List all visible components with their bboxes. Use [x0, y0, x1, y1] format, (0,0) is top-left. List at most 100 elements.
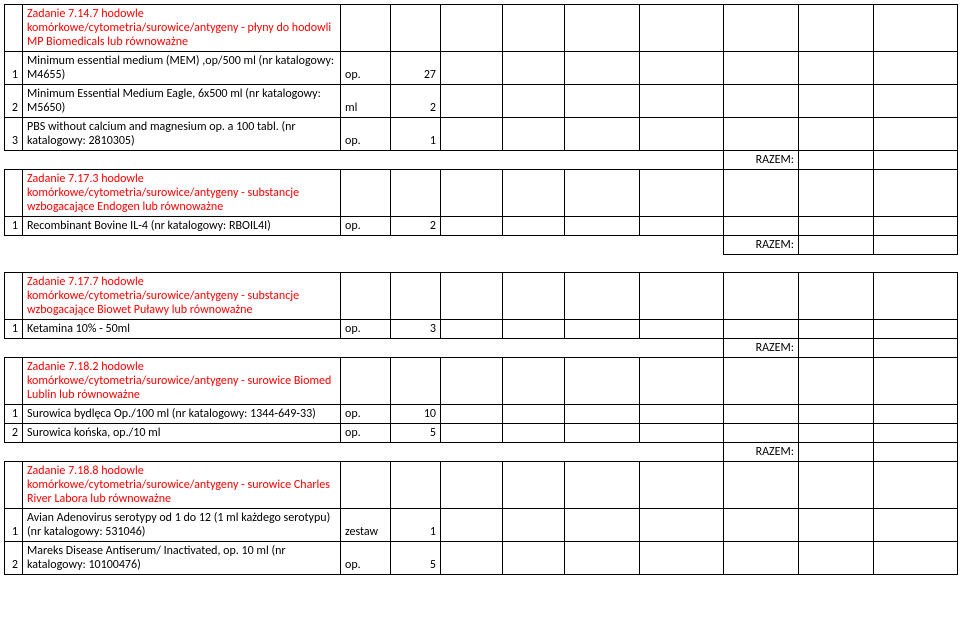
empty-cell [565, 462, 640, 509]
empty-cell [799, 405, 874, 424]
unit-cell: ml [341, 85, 391, 118]
table-row: 2Surowica końska, op./10 mlop.5 [5, 424, 958, 443]
empty-cell [799, 509, 874, 542]
empty-cell [503, 405, 565, 424]
empty-cell [874, 509, 958, 542]
empty-cell [441, 217, 503, 236]
desc-cell: Surowica bydlęca Op./100 ml (nr katalogo… [23, 405, 341, 424]
empty-cell [441, 85, 503, 118]
unit-cell: op. [341, 542, 391, 575]
empty-cell [441, 542, 503, 575]
empty-cell [565, 118, 640, 151]
empty-cell [724, 320, 799, 339]
empty-cell [441, 5, 503, 52]
empty-cell [565, 443, 640, 462]
empty-cell [565, 424, 640, 443]
spec-table: Zadanie 7.14.7 hodowle komórkowe/cytomet… [4, 4, 958, 575]
razem-label: RAZEM: [724, 236, 799, 255]
empty-cell [23, 339, 341, 358]
empty-cell [640, 320, 724, 339]
empty-cell [565, 320, 640, 339]
empty-cell [23, 443, 341, 462]
qty-cell [391, 5, 441, 52]
razem-row: RAZEM: [5, 236, 958, 255]
empty-cell [799, 85, 874, 118]
qty-cell: 1 [391, 118, 441, 151]
lp-cell [5, 358, 23, 405]
empty-cell [724, 85, 799, 118]
empty-cell [503, 509, 565, 542]
empty-cell [640, 542, 724, 575]
qty-cell: 2 [391, 217, 441, 236]
razem-value [874, 339, 958, 358]
qty-cell: 1 [391, 509, 441, 542]
empty-cell [441, 462, 503, 509]
desc-cell: PBS without calcium and magnesium op. a … [23, 118, 341, 151]
empty-cell [565, 52, 640, 85]
qty-cell: 2 [391, 85, 441, 118]
empty-cell [724, 118, 799, 151]
lp-cell: 1 [5, 405, 23, 424]
empty-cell [23, 236, 341, 255]
empty-cell [565, 236, 640, 255]
empty-cell [565, 509, 640, 542]
section-header-row: Zadanie 7.17.7 hodowle komórkowe/cytomet… [5, 273, 958, 320]
empty-cell [503, 339, 565, 358]
razem-value [874, 236, 958, 255]
razem-value [799, 339, 874, 358]
desc-cell: Minimum Essential Medium Eagle, 6x500 ml… [23, 85, 341, 118]
table-row: 2Mareks Disease Antiserum/ Inactivated, … [5, 542, 958, 575]
unit-cell: op. [341, 217, 391, 236]
lp-cell [5, 273, 23, 320]
empty-cell [799, 424, 874, 443]
razem-value [874, 151, 958, 170]
razem-value [799, 151, 874, 170]
qty-cell [391, 273, 441, 320]
table-row: 1Minimum essential medium (MEM) ,op/500 … [5, 52, 958, 85]
empty-cell [441, 236, 503, 255]
empty-cell [640, 443, 724, 462]
unit-cell: op. [341, 424, 391, 443]
section-header-row: Zadanie 7.18.2 hodowle komórkowe/cytomet… [5, 358, 958, 405]
desc-cell: Mareks Disease Antiserum/ Inactivated, o… [23, 542, 341, 575]
empty-cell [799, 118, 874, 151]
empty-cell [565, 85, 640, 118]
lp-cell: 1 [5, 320, 23, 339]
desc-cell: Minimum essential medium (MEM) ,op/500 m… [23, 52, 341, 85]
razem-row: RAZEM: [5, 443, 958, 462]
empty-cell [799, 273, 874, 320]
empty-cell [874, 542, 958, 575]
empty-cell [799, 5, 874, 52]
empty-cell [874, 273, 958, 320]
lp-cell [5, 462, 23, 509]
empty-cell [565, 358, 640, 405]
empty-cell [640, 405, 724, 424]
qty-cell [391, 462, 441, 509]
section-header: Zadanie 7.17.7 hodowle komórkowe/cytomet… [23, 273, 341, 320]
razem-row: RAZEM: [5, 151, 958, 170]
empty-cell [565, 542, 640, 575]
empty-cell [724, 462, 799, 509]
empty-cell [640, 509, 724, 542]
empty-cell [874, 424, 958, 443]
empty-cell [441, 424, 503, 443]
empty-cell [565, 170, 640, 217]
empty-cell [799, 217, 874, 236]
empty-cell [640, 170, 724, 217]
razem-label: RAZEM: [724, 151, 799, 170]
desc-cell: Ketamina 10% - 50ml [23, 320, 341, 339]
empty-cell [799, 52, 874, 85]
table-row: 1Recombinant Bovine IL-4 (nr katalogowy:… [5, 217, 958, 236]
spacer-row [5, 255, 958, 273]
empty-cell [640, 5, 724, 52]
empty-cell [565, 5, 640, 52]
razem-value [799, 443, 874, 462]
qty-cell: 10 [391, 405, 441, 424]
razem-label: RAZEM: [724, 339, 799, 358]
empty-cell [640, 462, 724, 509]
empty-cell [441, 170, 503, 217]
empty-cell [391, 236, 441, 255]
unit-cell [341, 273, 391, 320]
empty-cell [341, 443, 391, 462]
desc-cell: Avian Adenovirus serotypy od 1 do 12 (1 … [23, 509, 341, 542]
